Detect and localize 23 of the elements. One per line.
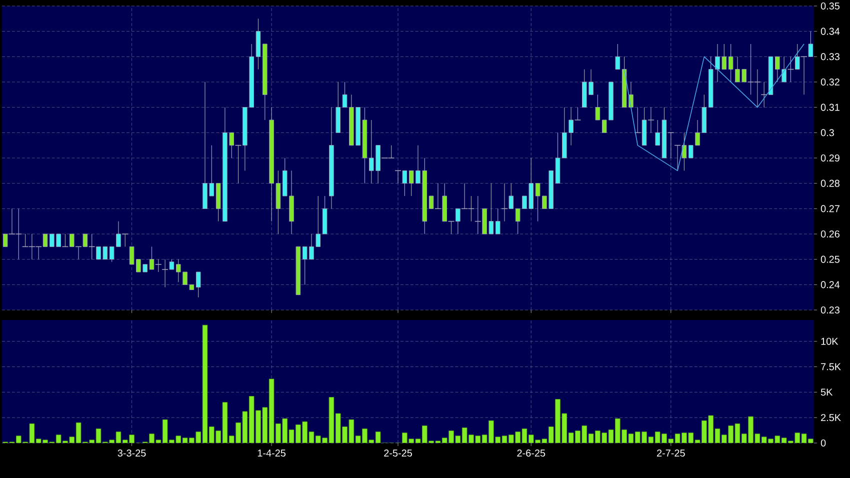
y-tick-label: 0.23 [820, 306, 840, 314]
y-tick-label: 0.29 [820, 154, 840, 162]
y-tick-label: 0.24 [820, 281, 840, 288]
y-tick-label: 0 [820, 439, 826, 447]
y-tick-label: 0.25 [820, 256, 840, 263]
y-tick-label: 0.35 [820, 2, 840, 10]
y-tick-label: 0.3 [820, 129, 834, 136]
y-tick-label: 0.27 [820, 205, 840, 212]
x-tick-label: 2-6-25 [517, 450, 546, 457]
x-tick-label: 3-3-25 [118, 450, 146, 457]
y-tick-label: 0.32 [820, 78, 840, 86]
x-tick-label: 1-4-25 [258, 450, 286, 457]
y-tick-label: 2.5K [821, 414, 841, 422]
y-tick-label: 7.5K [821, 363, 841, 370]
y-tick-label: 0.26 [820, 230, 840, 238]
y-tick-label: 0.28 [820, 180, 840, 187]
x-tick-label: 2-5-25 [384, 450, 412, 457]
y-tick-label: 5K [820, 388, 833, 396]
y-tick-label: 0.34 [820, 28, 840, 35]
x-tick-label: 2-7-25 [657, 450, 685, 457]
y-tick-label: 10K [821, 338, 838, 345]
y-tick-label: 0.33 [820, 53, 840, 60]
y-tick-label: 0.31 [820, 104, 840, 111]
